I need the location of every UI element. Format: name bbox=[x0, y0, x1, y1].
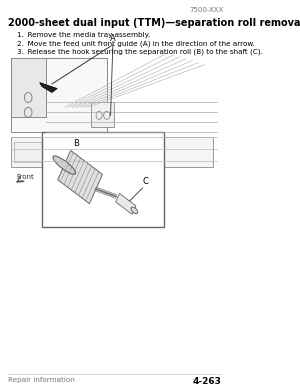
Text: 3. Release the hook securing the separation roll (B) to the shaft (C).: 3. Release the hook securing the separat… bbox=[17, 49, 263, 55]
Ellipse shape bbox=[131, 207, 138, 214]
Text: C: C bbox=[142, 177, 148, 186]
Bar bbox=[14, 142, 90, 162]
Text: 2. Move the feed unit front guide (A) in the direction of the arrow.: 2. Move the feed unit front guide (A) in… bbox=[17, 40, 255, 47]
Text: Repair information: Repair information bbox=[8, 377, 74, 383]
Polygon shape bbox=[116, 193, 136, 215]
Polygon shape bbox=[58, 151, 102, 204]
Text: 1. Remove the media tray assembly.: 1. Remove the media tray assembly. bbox=[17, 32, 150, 38]
Bar bbox=[11, 137, 214, 167]
Bar bbox=[11, 58, 107, 132]
Text: 7500-XXX: 7500-XXX bbox=[189, 7, 224, 13]
Text: 2000-sheet dual input (TTM)—separation roll removal: 2000-sheet dual input (TTM)—separation r… bbox=[8, 18, 300, 28]
Text: A: A bbox=[110, 34, 116, 43]
Ellipse shape bbox=[53, 156, 76, 174]
Bar bbox=[92, 102, 114, 127]
Text: 4-263: 4-263 bbox=[192, 377, 221, 386]
Text: Front: Front bbox=[17, 174, 34, 180]
Bar bbox=[11, 58, 46, 118]
Text: B: B bbox=[73, 139, 79, 148]
Polygon shape bbox=[40, 83, 57, 92]
Bar bbox=[42, 132, 164, 227]
